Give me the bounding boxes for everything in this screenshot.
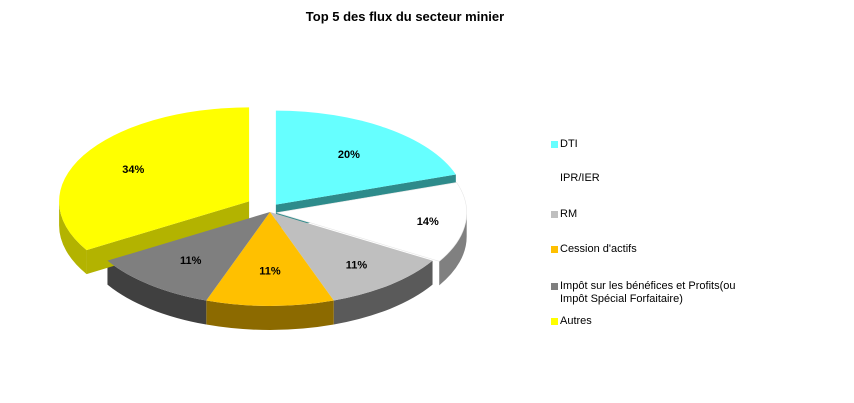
- pie-side-rm: [333, 260, 433, 325]
- pie-data-labels: 20% 14% 11% 11% 11% 34%: [122, 149, 439, 277]
- legend-swatch: [551, 141, 558, 148]
- pie-slice-ipr-ier: [276, 182, 467, 262]
- legend-swatch: [551, 318, 558, 325]
- legend-label: Autres: [560, 315, 592, 327]
- legend-swatch: [551, 283, 558, 290]
- pie-slice-impot-benefices: [107, 212, 270, 301]
- data-label-impot-benefices: 11%: [180, 255, 202, 267]
- data-label-cession-actifs: 11%: [259, 265, 281, 277]
- legend-label-line: Impôt sur les bénéfices et Profits(ou: [560, 280, 736, 292]
- pie-side-cession-actifs: [206, 300, 334, 330]
- legend-label-line: Impôt Spécial Forfaitaire): [560, 293, 683, 305]
- pie-side-ipr-ier: [439, 212, 467, 286]
- legend-label: DTI: [560, 138, 578, 150]
- legend-label: IPR/IER: [560, 172, 600, 184]
- legend-label: Cession d'actifs: [560, 243, 637, 255]
- pie-slice-dti: [275, 110, 456, 205]
- legend-swatch: [551, 175, 558, 182]
- legend-label: Impôt sur les bénéfices et Profits(ou Im…: [560, 280, 820, 306]
- data-label-autres: 34%: [122, 164, 144, 176]
- legend-swatch: [551, 211, 558, 218]
- data-label-rm: 11%: [346, 259, 368, 271]
- pie-slice-autres: [59, 107, 250, 251]
- pie-slice-rm: [270, 212, 433, 301]
- pie-slices: [59, 107, 467, 306]
- legend-swatch: [551, 246, 558, 253]
- chart-title: Top 5 des flux du secteur minier: [305, 9, 505, 24]
- pie-side-impot-benefices: [107, 260, 207, 325]
- pie-side-autres: [59, 201, 87, 275]
- pie-slice-cession-actifs: [206, 212, 334, 306]
- data-label-dti: 20%: [338, 149, 360, 161]
- legend-label: RM: [560, 208, 578, 220]
- data-label-ipr-ier: 14%: [417, 216, 439, 228]
